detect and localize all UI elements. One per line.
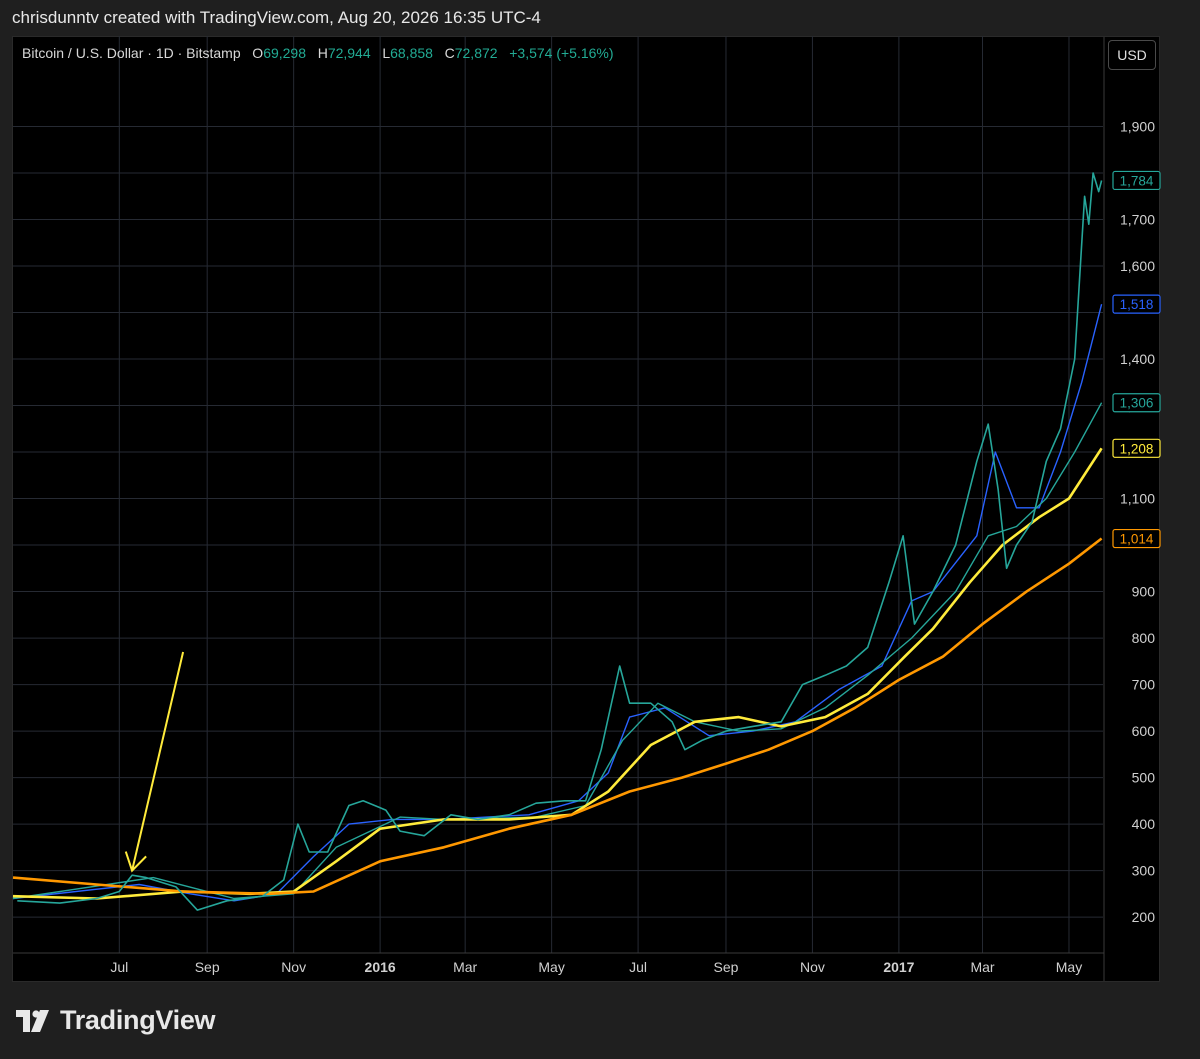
last-value-box bbox=[1112, 438, 1161, 458]
high-label: H bbox=[317, 45, 328, 61]
y-tick-label: 300 bbox=[1132, 863, 1156, 879]
x-tick-label: Nov bbox=[281, 959, 306, 975]
x-tick-label: Sep bbox=[714, 959, 739, 975]
x-tick-label: Jul bbox=[110, 959, 128, 975]
x-tick-label: Mar bbox=[970, 959, 994, 975]
x-tick-label: May bbox=[538, 959, 564, 975]
chart-series bbox=[12, 172, 1103, 911]
close-value: 72,872 bbox=[454, 45, 498, 61]
series-line-3 bbox=[12, 447, 1103, 900]
y-tick-label: 1,400 bbox=[1120, 351, 1155, 367]
y-tick-label: 900 bbox=[1132, 584, 1156, 600]
y-tick-label: 1,700 bbox=[1120, 212, 1155, 228]
y-tick-label: 1,900 bbox=[1120, 119, 1155, 135]
y-tick-label: 700 bbox=[1132, 677, 1156, 693]
symbol-title: Bitcoin / U.S. Dollar · 1D · Bitstamp bbox=[22, 45, 241, 61]
brand-name: TradingView bbox=[60, 1005, 216, 1035]
low-value: 68,858 bbox=[390, 45, 433, 61]
last-value-text: 1,518 bbox=[1120, 297, 1154, 312]
currency-button[interactable]: USD bbox=[1108, 40, 1156, 70]
series-line-1 bbox=[12, 304, 1103, 902]
low-label: L bbox=[382, 45, 391, 61]
last-value-text: 1,784 bbox=[1120, 173, 1154, 188]
chart-grid bbox=[13, 36, 1103, 953]
close-label: C bbox=[444, 45, 455, 61]
x-tick-label: May bbox=[1056, 959, 1082, 975]
open-value: 69,298 bbox=[263, 45, 307, 61]
credit-line: chrisdunntv created with TradingView.com… bbox=[12, 8, 541, 27]
last-value-box bbox=[1112, 170, 1161, 191]
price-line bbox=[17, 172, 1103, 911]
x-tick-label: Nov bbox=[800, 959, 825, 975]
high-value: 72,944 bbox=[327, 45, 371, 61]
annotation-arrow-head bbox=[124, 851, 147, 873]
y-tick-label: 200 bbox=[1132, 909, 1156, 925]
x-tick-label: Sep bbox=[195, 959, 220, 975]
last-value-text: 1,306 bbox=[1120, 396, 1154, 411]
last-value-text: 1,208 bbox=[1120, 441, 1154, 456]
last-value-label: 1,306 bbox=[1112, 393, 1161, 413]
series-line-4 bbox=[12, 537, 1103, 896]
y-tick-label: 800 bbox=[1132, 630, 1156, 646]
chart-annotation bbox=[124, 651, 185, 873]
x-tick-label: Jul bbox=[629, 959, 647, 975]
annotation-arrow-shaft bbox=[131, 651, 185, 871]
last-value-box bbox=[1112, 393, 1161, 413]
change-value: +3,574 (+5.16%) bbox=[509, 45, 614, 61]
last-value-labels: 1,784 1,518 1,306 1,208 1,014 bbox=[1112, 170, 1161, 549]
last-value-box bbox=[1112, 294, 1161, 314]
chart-axes: 2003004005006007008009001,1001,3001,4001… bbox=[13, 37, 1155, 981]
tradingview-logo: TradingView bbox=[16, 1005, 216, 1036]
last-value-box bbox=[1112, 528, 1161, 549]
y-tick-label: 1,100 bbox=[1120, 491, 1155, 507]
y-tick-label: 1,600 bbox=[1120, 258, 1155, 274]
last-value-label: 1,208 bbox=[1112, 438, 1161, 458]
x-tick-label: Mar bbox=[453, 959, 477, 975]
y-tick-label: 500 bbox=[1132, 770, 1156, 786]
y-tick-label: 400 bbox=[1132, 816, 1156, 832]
symbol-legend: Bitcoin / U.S. Dollar · 1D · Bitstamp O6… bbox=[22, 45, 614, 61]
x-tick-label: 2017 bbox=[883, 959, 914, 975]
last-value-label: 1,518 bbox=[1112, 294, 1161, 314]
last-value-label: 1,014 bbox=[1112, 528, 1161, 549]
y-tick-label: 600 bbox=[1132, 723, 1156, 739]
open-label: O bbox=[252, 45, 264, 61]
last-value-label: 1,784 bbox=[1112, 170, 1161, 191]
last-value-text: 1,014 bbox=[1120, 532, 1154, 547]
tradingview-logo-icon bbox=[16, 1009, 49, 1032]
x-tick-label: 2016 bbox=[365, 959, 396, 975]
